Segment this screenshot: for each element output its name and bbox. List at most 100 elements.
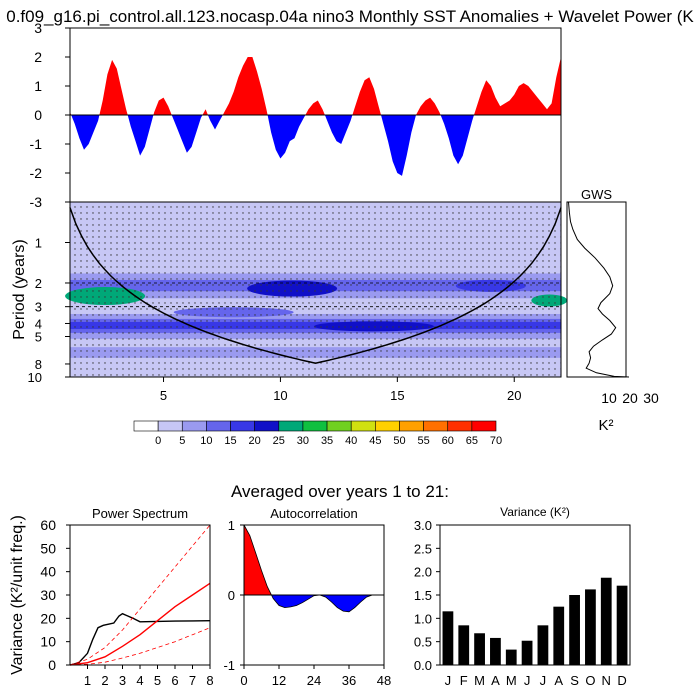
y-tick-label: 10 bbox=[28, 370, 42, 385]
colorbar-label: 45 bbox=[369, 435, 381, 447]
month-label: J bbox=[524, 673, 531, 688]
x-tick-label: 10 bbox=[601, 390, 617, 406]
y-tick-label: 2.0 bbox=[414, 565, 432, 580]
x-tick-label: 36 bbox=[342, 673, 356, 688]
colorbar-label: 5 bbox=[179, 435, 185, 447]
y-tick-label: 0 bbox=[48, 657, 56, 673]
colorbar-swatch bbox=[254, 420, 280, 432]
confidence-line bbox=[69, 627, 211, 666]
x-tick-label: 15 bbox=[390, 388, 404, 403]
anomaly-plot: -3 -2 -1 0 1 2 3 bbox=[30, 20, 562, 210]
variance-bar bbox=[553, 606, 565, 665]
colorbar-label: 50 bbox=[393, 435, 405, 447]
negative-fill-area bbox=[127, 115, 154, 156]
positive-fill-area bbox=[153, 97, 172, 115]
colorbar-swatch bbox=[206, 420, 231, 432]
y-tick-label: 1 bbox=[34, 78, 42, 94]
variance-bar bbox=[569, 595, 580, 665]
x-tick-label: 4 bbox=[136, 673, 143, 688]
variance-bar bbox=[490, 637, 501, 665]
colorbar-swatch bbox=[230, 420, 255, 432]
colorbar-swatch bbox=[375, 420, 400, 432]
y-tick-label: -2 bbox=[30, 165, 43, 181]
x-tick-label: 10 bbox=[273, 388, 287, 403]
y-tick-label: 4 bbox=[35, 316, 42, 331]
x-tick-label: 6 bbox=[171, 673, 178, 688]
positive-fill-area bbox=[222, 57, 268, 115]
y-tick-label: 2 bbox=[34, 49, 42, 65]
colorbar-label: 65 bbox=[466, 435, 478, 447]
y-tick-label: 1 bbox=[35, 235, 42, 250]
y-tick-label: -1 bbox=[30, 136, 43, 152]
y-tick-label: 0 bbox=[34, 107, 42, 123]
variance-title: Variance (K²) bbox=[500, 505, 570, 519]
variance-bar bbox=[521, 640, 533, 665]
y-tick-label: 1.5 bbox=[414, 588, 432, 603]
spectrum-title: Power Spectrum bbox=[92, 506, 188, 521]
month-label: A bbox=[554, 673, 563, 688]
y-tick-label: 0.0 bbox=[414, 658, 432, 673]
y-tick-label: -3 bbox=[30, 194, 43, 210]
colorbar-swatch bbox=[181, 420, 207, 432]
colorbar-label: 30 bbox=[297, 435, 309, 447]
negative-fill-area bbox=[440, 115, 474, 165]
spectrum-line bbox=[69, 612, 211, 666]
positive-fill-area bbox=[99, 59, 128, 115]
variance-bar bbox=[442, 611, 454, 665]
month-label: O bbox=[585, 673, 595, 688]
y-axis-label: Variance (K²/unit freq.) bbox=[9, 515, 26, 675]
negative-fill-area bbox=[207, 115, 223, 130]
figure-title: 0.f09_g16.pi_control.all.123.nocasp.04a … bbox=[6, 7, 694, 26]
colorbar-label: 25 bbox=[273, 435, 285, 447]
month-label: N bbox=[602, 673, 611, 688]
month-label: F bbox=[460, 673, 468, 688]
colorbar-swatch bbox=[133, 420, 159, 432]
month-label: M bbox=[474, 673, 485, 688]
gws-plot: GWS 10 30 20 K² bbox=[566, 187, 659, 434]
colorbar-label: 40 bbox=[345, 435, 357, 447]
x-tick-label: 30 bbox=[643, 390, 659, 406]
autocorrelation-title: Autocorrelation bbox=[270, 506, 357, 521]
y-axis-label: Period (years) bbox=[11, 239, 28, 339]
y-tick-label: 40 bbox=[40, 564, 56, 580]
negative-fill-area bbox=[71, 115, 100, 150]
y-tick-label: 2.5 bbox=[414, 541, 432, 556]
spectrum-line bbox=[69, 582, 211, 666]
cone-of-influence bbox=[69, 207, 562, 364]
negative-fill-area bbox=[171, 115, 203, 153]
y-tick-label: 30 bbox=[40, 587, 56, 603]
y-tick-label: 5 bbox=[35, 330, 42, 345]
colorbar: 0 5 10 15 20 25 30 35 40 45 50 55 60 65 70 bbox=[133, 420, 502, 447]
negative-fill-area bbox=[267, 115, 306, 159]
x-tick-label: 20 bbox=[622, 390, 638, 406]
power-spectrum-plot: Power Spectrum 0 10 20 30 40 50 60 1 2 3 4 5 6 7 8 Varia… bbox=[9, 506, 214, 688]
positive-fill-area bbox=[352, 77, 381, 115]
x-tick-label: 48 bbox=[377, 673, 391, 688]
x-tick-label: 3 bbox=[119, 673, 126, 688]
y-tick-label: 60 bbox=[40, 517, 56, 533]
x-tick-label: 5 bbox=[154, 673, 161, 688]
month-label: J bbox=[540, 673, 547, 688]
positive-fill-area bbox=[416, 97, 441, 115]
colorbar-label: 15 bbox=[224, 435, 236, 447]
variance-bar bbox=[616, 585, 628, 665]
month-label: J bbox=[445, 673, 452, 688]
colorbar-swatch bbox=[157, 420, 183, 432]
colorbar-swatch bbox=[471, 420, 497, 432]
colorbar-label: 20 bbox=[249, 435, 261, 447]
colorbar-label: 35 bbox=[321, 435, 333, 447]
gws-title: GWS bbox=[581, 187, 612, 202]
y-tick-label: 50 bbox=[40, 540, 56, 556]
y-tick-label: 3 bbox=[34, 20, 42, 36]
colorbar-label: 70 bbox=[490, 435, 502, 447]
y-tick-label: 1 bbox=[228, 518, 235, 533]
y-tick-label: 20 bbox=[40, 610, 56, 626]
averaged-subtitle: Averaged over years 1 to 21: bbox=[231, 482, 449, 501]
y-tick-label: -1 bbox=[223, 658, 235, 673]
positive-fill-area bbox=[474, 57, 561, 115]
month-label: M bbox=[506, 673, 517, 688]
variance-bar bbox=[458, 625, 470, 665]
autocorrelation-line bbox=[243, 524, 384, 613]
